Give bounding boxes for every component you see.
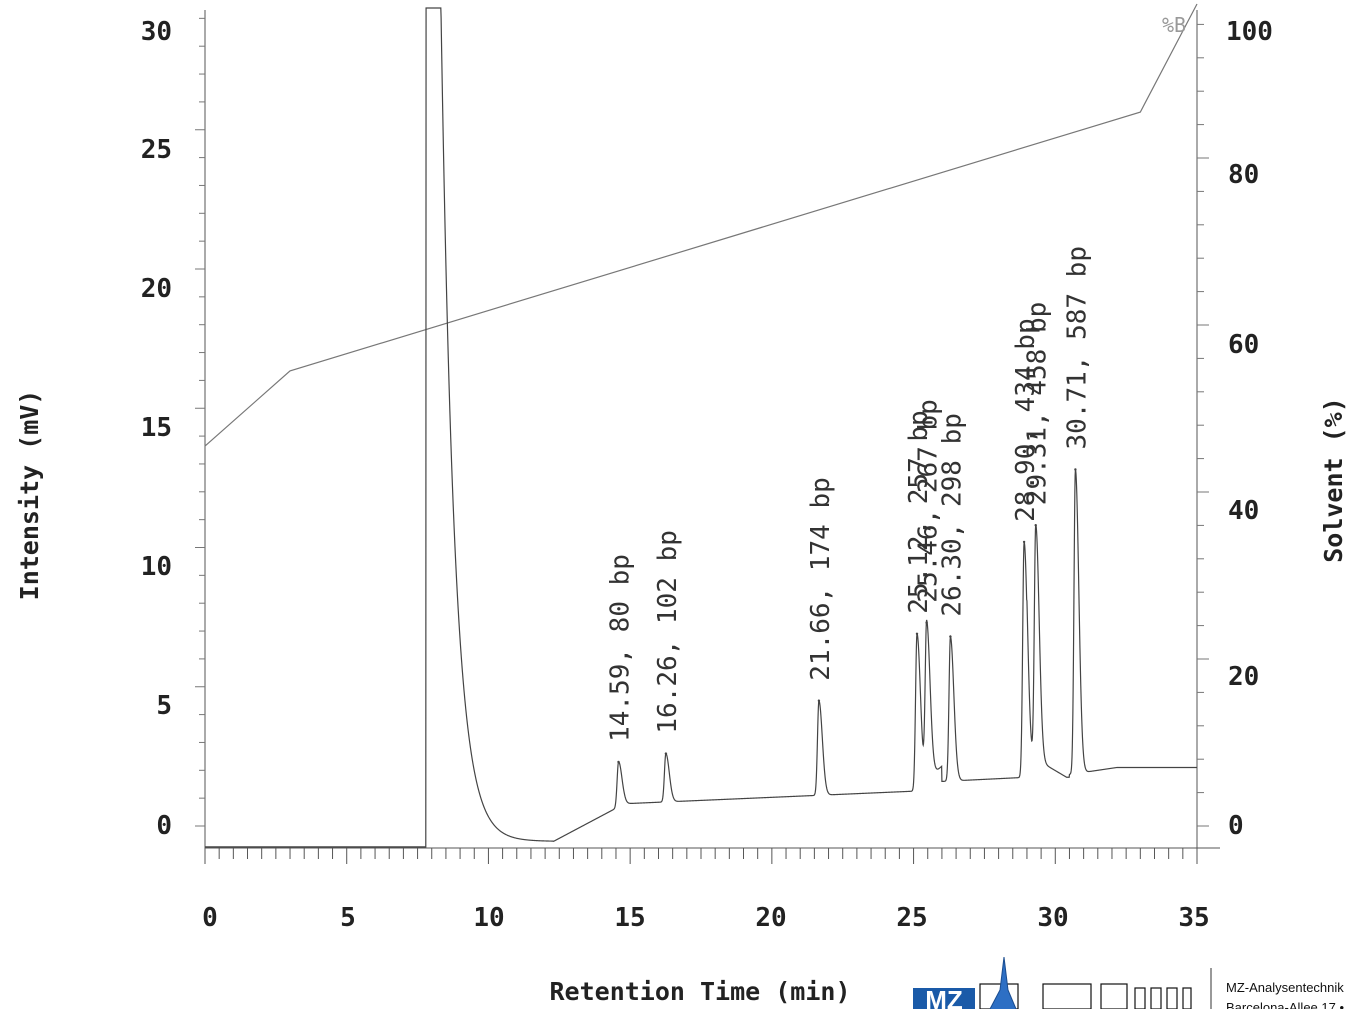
y2-tick-label: 100: [1226, 17, 1273, 47]
y-tick-label: 20: [141, 274, 172, 304]
x-tick-label: 0: [202, 903, 218, 933]
peak-marker: [925, 621, 928, 624]
peak-marker: [1022, 540, 1026, 544]
peak-label: 14.59, 80 bp: [606, 554, 636, 742]
logo-brand-text: MZ: [925, 985, 963, 1009]
peak-label: 21.66, 174 bp: [806, 477, 836, 681]
company-logo: MZ MZ-Analysentechnik Barcelona-Allee 17…: [913, 956, 1344, 1009]
peak-marker: [1034, 524, 1037, 527]
y2-tick-label: 60: [1228, 330, 1259, 360]
logo-brand-block: [913, 988, 975, 1009]
tick-marks: [195, 17, 1209, 864]
logo-peak-icon: [989, 956, 1017, 1009]
y-tick-label: 5: [156, 691, 172, 721]
x-tick-label: 35: [1178, 903, 1209, 933]
x-tick-label: 10: [473, 903, 504, 933]
logo-bar: [1166, 987, 1178, 1009]
logo-box: [1042, 983, 1092, 1009]
y-tick-label: 15: [141, 413, 172, 443]
peak-marker: [817, 699, 821, 702]
axes: [204, 10, 1220, 849]
y2-tick-label: 40: [1228, 496, 1259, 526]
peak-marker: [949, 635, 952, 638]
y2-axis-title: Solvent (%): [1319, 397, 1348, 563]
x-tick-label: 5: [340, 903, 356, 933]
y2-tick-label: 20: [1228, 662, 1259, 692]
logo-bar: [1182, 987, 1192, 1009]
y2-tick-label: 0: [1228, 811, 1244, 841]
peak-label: 25.46, 267 bp: [914, 399, 944, 603]
y-tick-label: 10: [141, 552, 172, 582]
peak-label: 30.71, 587 bp: [1062, 246, 1092, 450]
solvent-gradient-layer: [204, 3, 1198, 447]
peak-label: 29.31, 458 bp: [1023, 302, 1053, 506]
y-tick-label: 30: [141, 17, 172, 47]
peak-label: 16.26, 102 bp: [653, 530, 683, 734]
solvent-gradient-line: [204, 3, 1198, 447]
peak-marker: [664, 752, 668, 755]
logo-bar: [1134, 987, 1146, 1009]
x-tick-label: 30: [1037, 903, 1068, 933]
solvent-percent-b-marker: %B: [1162, 13, 1186, 37]
peak-labels-layer: 14.59, 80 bp 16.26, 102 bp 21.66, 174 bp 25…: [606, 246, 1093, 742]
peak-label: 25.12, 257 bp: [904, 410, 934, 614]
y-tick-label: 25: [141, 135, 172, 165]
peak-marker: [915, 632, 919, 635]
x-tick-label: 25: [896, 903, 927, 933]
company-address: Barcelona-Allee 17 •: [1226, 1000, 1344, 1009]
peak-label: 26.30, 298 bp: [937, 413, 967, 617]
peak-marker: [617, 760, 620, 764]
y2-tick-label: 80: [1228, 160, 1259, 190]
x-tick-label: 20: [755, 903, 786, 933]
x-tick-label: 15: [614, 903, 645, 933]
x-axis-title: Retention Time (min): [549, 977, 850, 1006]
logo-box: [979, 983, 1019, 1009]
company-name: MZ-Analysentechnik: [1226, 980, 1344, 995]
chromatogram-trace-layer: [205, 7, 1197, 848]
logo-bar: [1150, 987, 1162, 1009]
logo-box: [1100, 983, 1128, 1009]
peak-marker: [1074, 468, 1077, 471]
chromatogram-trace: [205, 7, 1197, 848]
y-axis-title: Intensity (mV): [15, 390, 44, 601]
peak-label: 28.90, 434 bp: [1011, 318, 1041, 522]
y-tick-label: 0: [156, 811, 172, 841]
